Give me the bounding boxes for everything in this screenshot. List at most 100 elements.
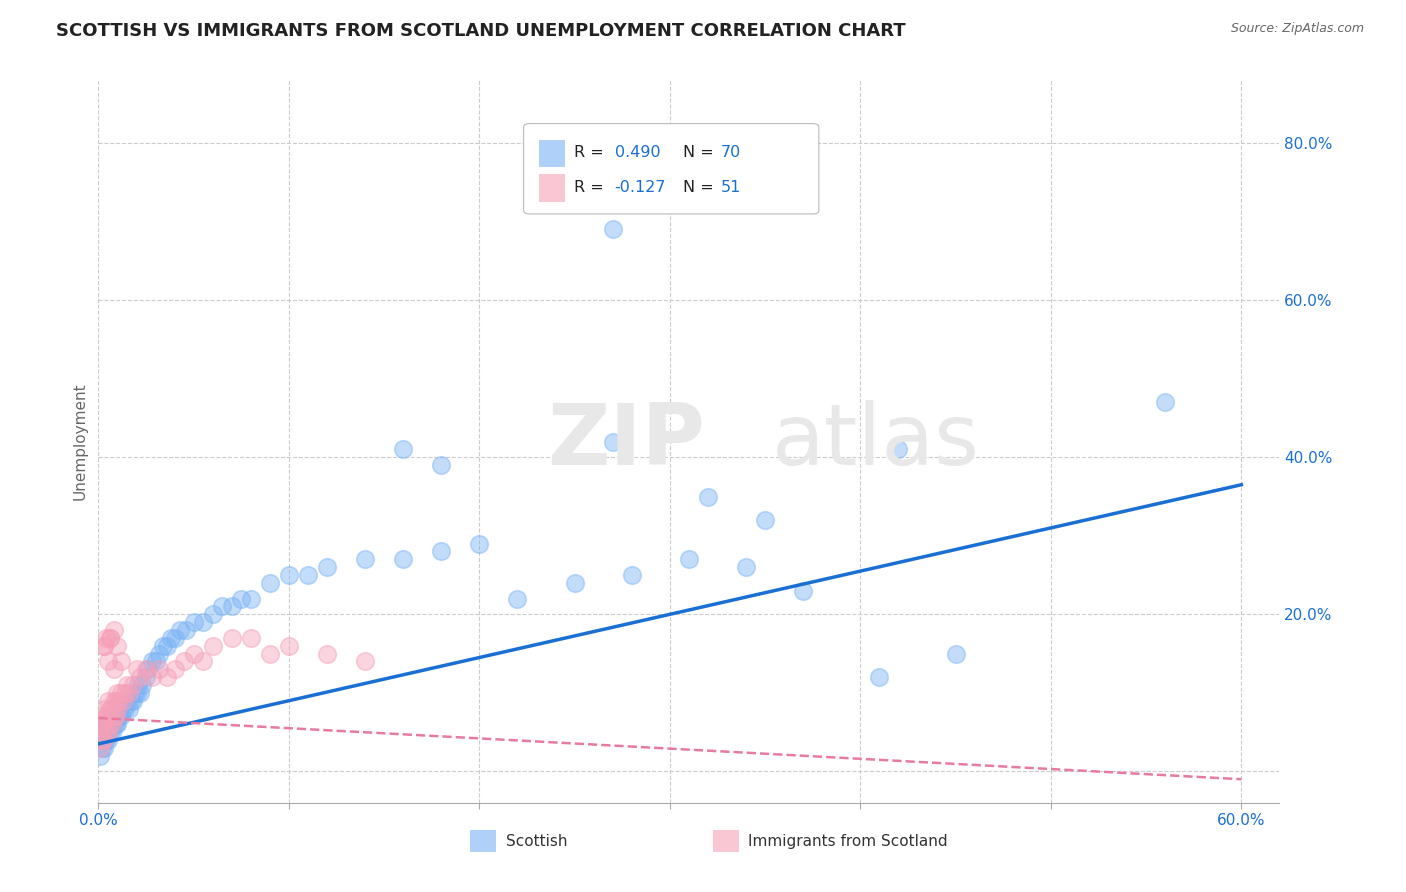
Text: -0.127: -0.127 xyxy=(614,180,666,195)
Point xyxy=(163,631,186,645)
Point xyxy=(735,560,758,574)
Point xyxy=(93,733,115,747)
Point xyxy=(1154,395,1177,409)
Point xyxy=(97,655,120,669)
Point xyxy=(89,748,111,763)
Point xyxy=(506,591,529,606)
Point xyxy=(221,631,243,645)
Point xyxy=(93,733,115,747)
Point xyxy=(112,694,135,708)
Point xyxy=(201,639,224,653)
Text: N =: N = xyxy=(683,180,718,195)
Point xyxy=(98,717,121,731)
Point xyxy=(174,623,197,637)
Point xyxy=(430,458,453,472)
FancyBboxPatch shape xyxy=(538,139,565,167)
Point xyxy=(100,717,122,731)
Point xyxy=(602,222,624,236)
Y-axis label: Unemployment: Unemployment xyxy=(72,383,87,500)
Point xyxy=(97,725,120,739)
Point xyxy=(110,655,132,669)
Point xyxy=(145,655,167,669)
Point xyxy=(93,639,115,653)
Point xyxy=(93,639,115,653)
Point xyxy=(115,678,138,692)
Point xyxy=(91,717,114,731)
Point xyxy=(97,725,120,739)
Point xyxy=(112,701,135,715)
Point xyxy=(103,717,125,731)
Point xyxy=(392,442,415,457)
Point xyxy=(868,670,890,684)
Point xyxy=(91,740,114,755)
Point xyxy=(316,647,339,661)
Point xyxy=(129,686,152,700)
Point xyxy=(100,701,122,715)
Point xyxy=(94,725,117,739)
Point xyxy=(94,631,117,645)
Point xyxy=(104,694,127,708)
Point xyxy=(89,725,111,739)
Point xyxy=(620,568,643,582)
Point xyxy=(152,639,174,653)
Point xyxy=(118,686,141,700)
Point xyxy=(107,686,129,700)
FancyBboxPatch shape xyxy=(713,830,738,852)
Point xyxy=(277,568,299,582)
Point xyxy=(103,709,125,723)
Point xyxy=(129,670,152,684)
Point xyxy=(98,701,121,715)
Point xyxy=(103,709,125,723)
Point xyxy=(239,631,262,645)
Point xyxy=(118,701,141,715)
Point xyxy=(124,686,146,700)
Point xyxy=(211,599,233,614)
Point xyxy=(110,709,132,723)
Point xyxy=(107,701,129,715)
Point xyxy=(108,694,131,708)
Text: SCOTTISH VS IMMIGRANTS FROM SCOTLAND UNEMPLOYMENT CORRELATION CHART: SCOTTISH VS IMMIGRANTS FROM SCOTLAND UNE… xyxy=(56,22,905,40)
Point xyxy=(98,725,121,739)
Point xyxy=(98,631,121,645)
Point xyxy=(94,709,117,723)
Point xyxy=(754,513,776,527)
Point xyxy=(173,655,195,669)
Point xyxy=(104,709,127,723)
Point xyxy=(114,701,136,715)
Point xyxy=(564,575,586,590)
Point xyxy=(135,670,157,684)
Point xyxy=(159,631,181,645)
Point xyxy=(120,694,142,708)
Point xyxy=(97,694,120,708)
Point xyxy=(169,623,191,637)
Point xyxy=(141,655,163,669)
Point xyxy=(97,709,120,723)
Point xyxy=(93,717,115,731)
Point xyxy=(93,725,115,739)
Point xyxy=(103,662,125,676)
Point xyxy=(148,662,170,676)
Point xyxy=(148,647,170,661)
Point xyxy=(945,647,967,661)
Text: 0.490: 0.490 xyxy=(614,145,661,160)
Point xyxy=(259,575,281,590)
FancyBboxPatch shape xyxy=(471,830,496,852)
Text: R =: R = xyxy=(575,180,609,195)
Point xyxy=(697,490,720,504)
Point xyxy=(91,709,114,723)
Point xyxy=(125,662,148,676)
Point xyxy=(135,662,157,676)
Point xyxy=(183,647,205,661)
Point xyxy=(100,717,122,731)
Point xyxy=(121,694,143,708)
Point xyxy=(98,717,121,731)
Point xyxy=(354,552,377,566)
Point xyxy=(136,662,159,676)
Point xyxy=(201,607,224,622)
Point xyxy=(430,544,453,558)
Point xyxy=(259,647,281,661)
Point xyxy=(94,725,117,739)
FancyBboxPatch shape xyxy=(538,174,565,202)
Point xyxy=(94,717,117,731)
Point xyxy=(89,740,111,755)
